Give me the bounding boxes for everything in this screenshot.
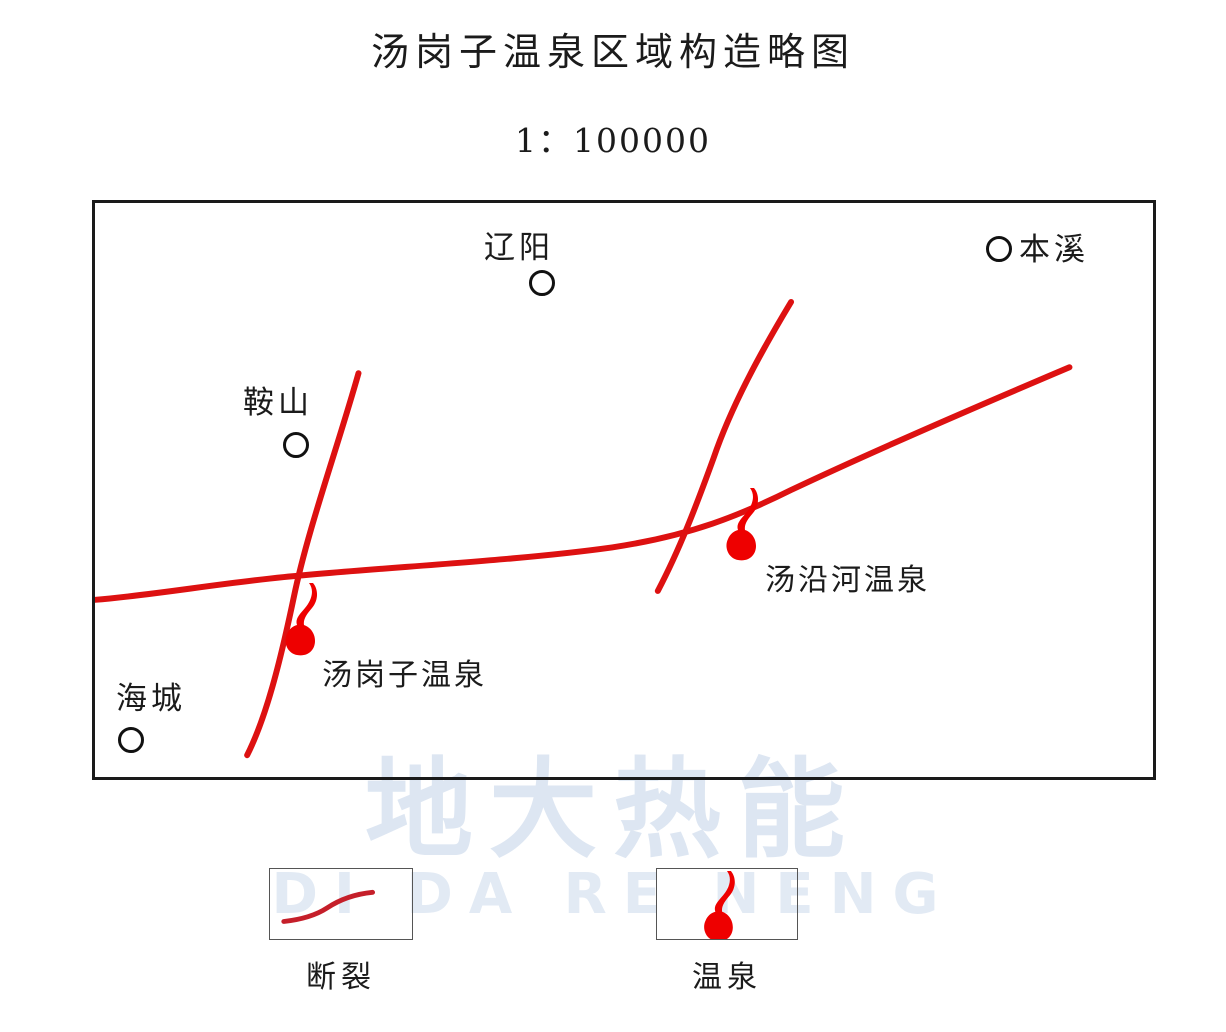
city-label-benxi: 本溪: [1019, 232, 1089, 268]
legend-swatch-fault: [269, 868, 413, 940]
hot-spring-label-tangyanhe: 汤沿河温泉: [765, 563, 930, 598]
city-marker-benxi: [986, 236, 1012, 262]
city-label-haicheng: 海城: [116, 681, 186, 717]
hot-spring-gourd-icon: [285, 583, 318, 656]
title-block: 汤岗子温泉区域构造略图 1：100000: [0, 30, 1226, 162]
map-frame: [92, 200, 1156, 780]
hot-spring-label-tanggangzi: 汤岗子温泉: [322, 658, 487, 693]
city-label-anshan: 鞍山: [243, 385, 313, 421]
city-marker-liaoyang: [529, 270, 555, 296]
fault-main-horizontal: [95, 364, 1073, 603]
legend-item-hot-spring: 温泉: [656, 868, 798, 996]
fault-anshan-northeast: [244, 370, 362, 759]
legend-caption-hot-spring: 温泉: [692, 960, 762, 995]
hot-spring-gourd-icon: [726, 488, 759, 561]
city-label-liaoyang: 辽阳: [484, 230, 554, 266]
fault-line-icon: [281, 889, 376, 924]
map-canvas: [95, 298, 1073, 759]
page-title: 汤岗子温泉区域构造略图: [370, 30, 855, 74]
legend-caption-fault: 断裂: [306, 960, 376, 995]
city-marker-anshan: [283, 432, 309, 458]
legend-swatch-hot-spring: [656, 868, 798, 940]
map-scale-text: 1：100000: [515, 120, 711, 160]
legend: 断裂 温泉: [0, 868, 1226, 1032]
fault-tangyanhe-northeast: [654, 298, 795, 594]
legend-item-fault: 断裂: [269, 868, 413, 996]
hot-spring-gourd-icon: [704, 870, 735, 939]
city-marker-haicheng: [118, 727, 144, 753]
